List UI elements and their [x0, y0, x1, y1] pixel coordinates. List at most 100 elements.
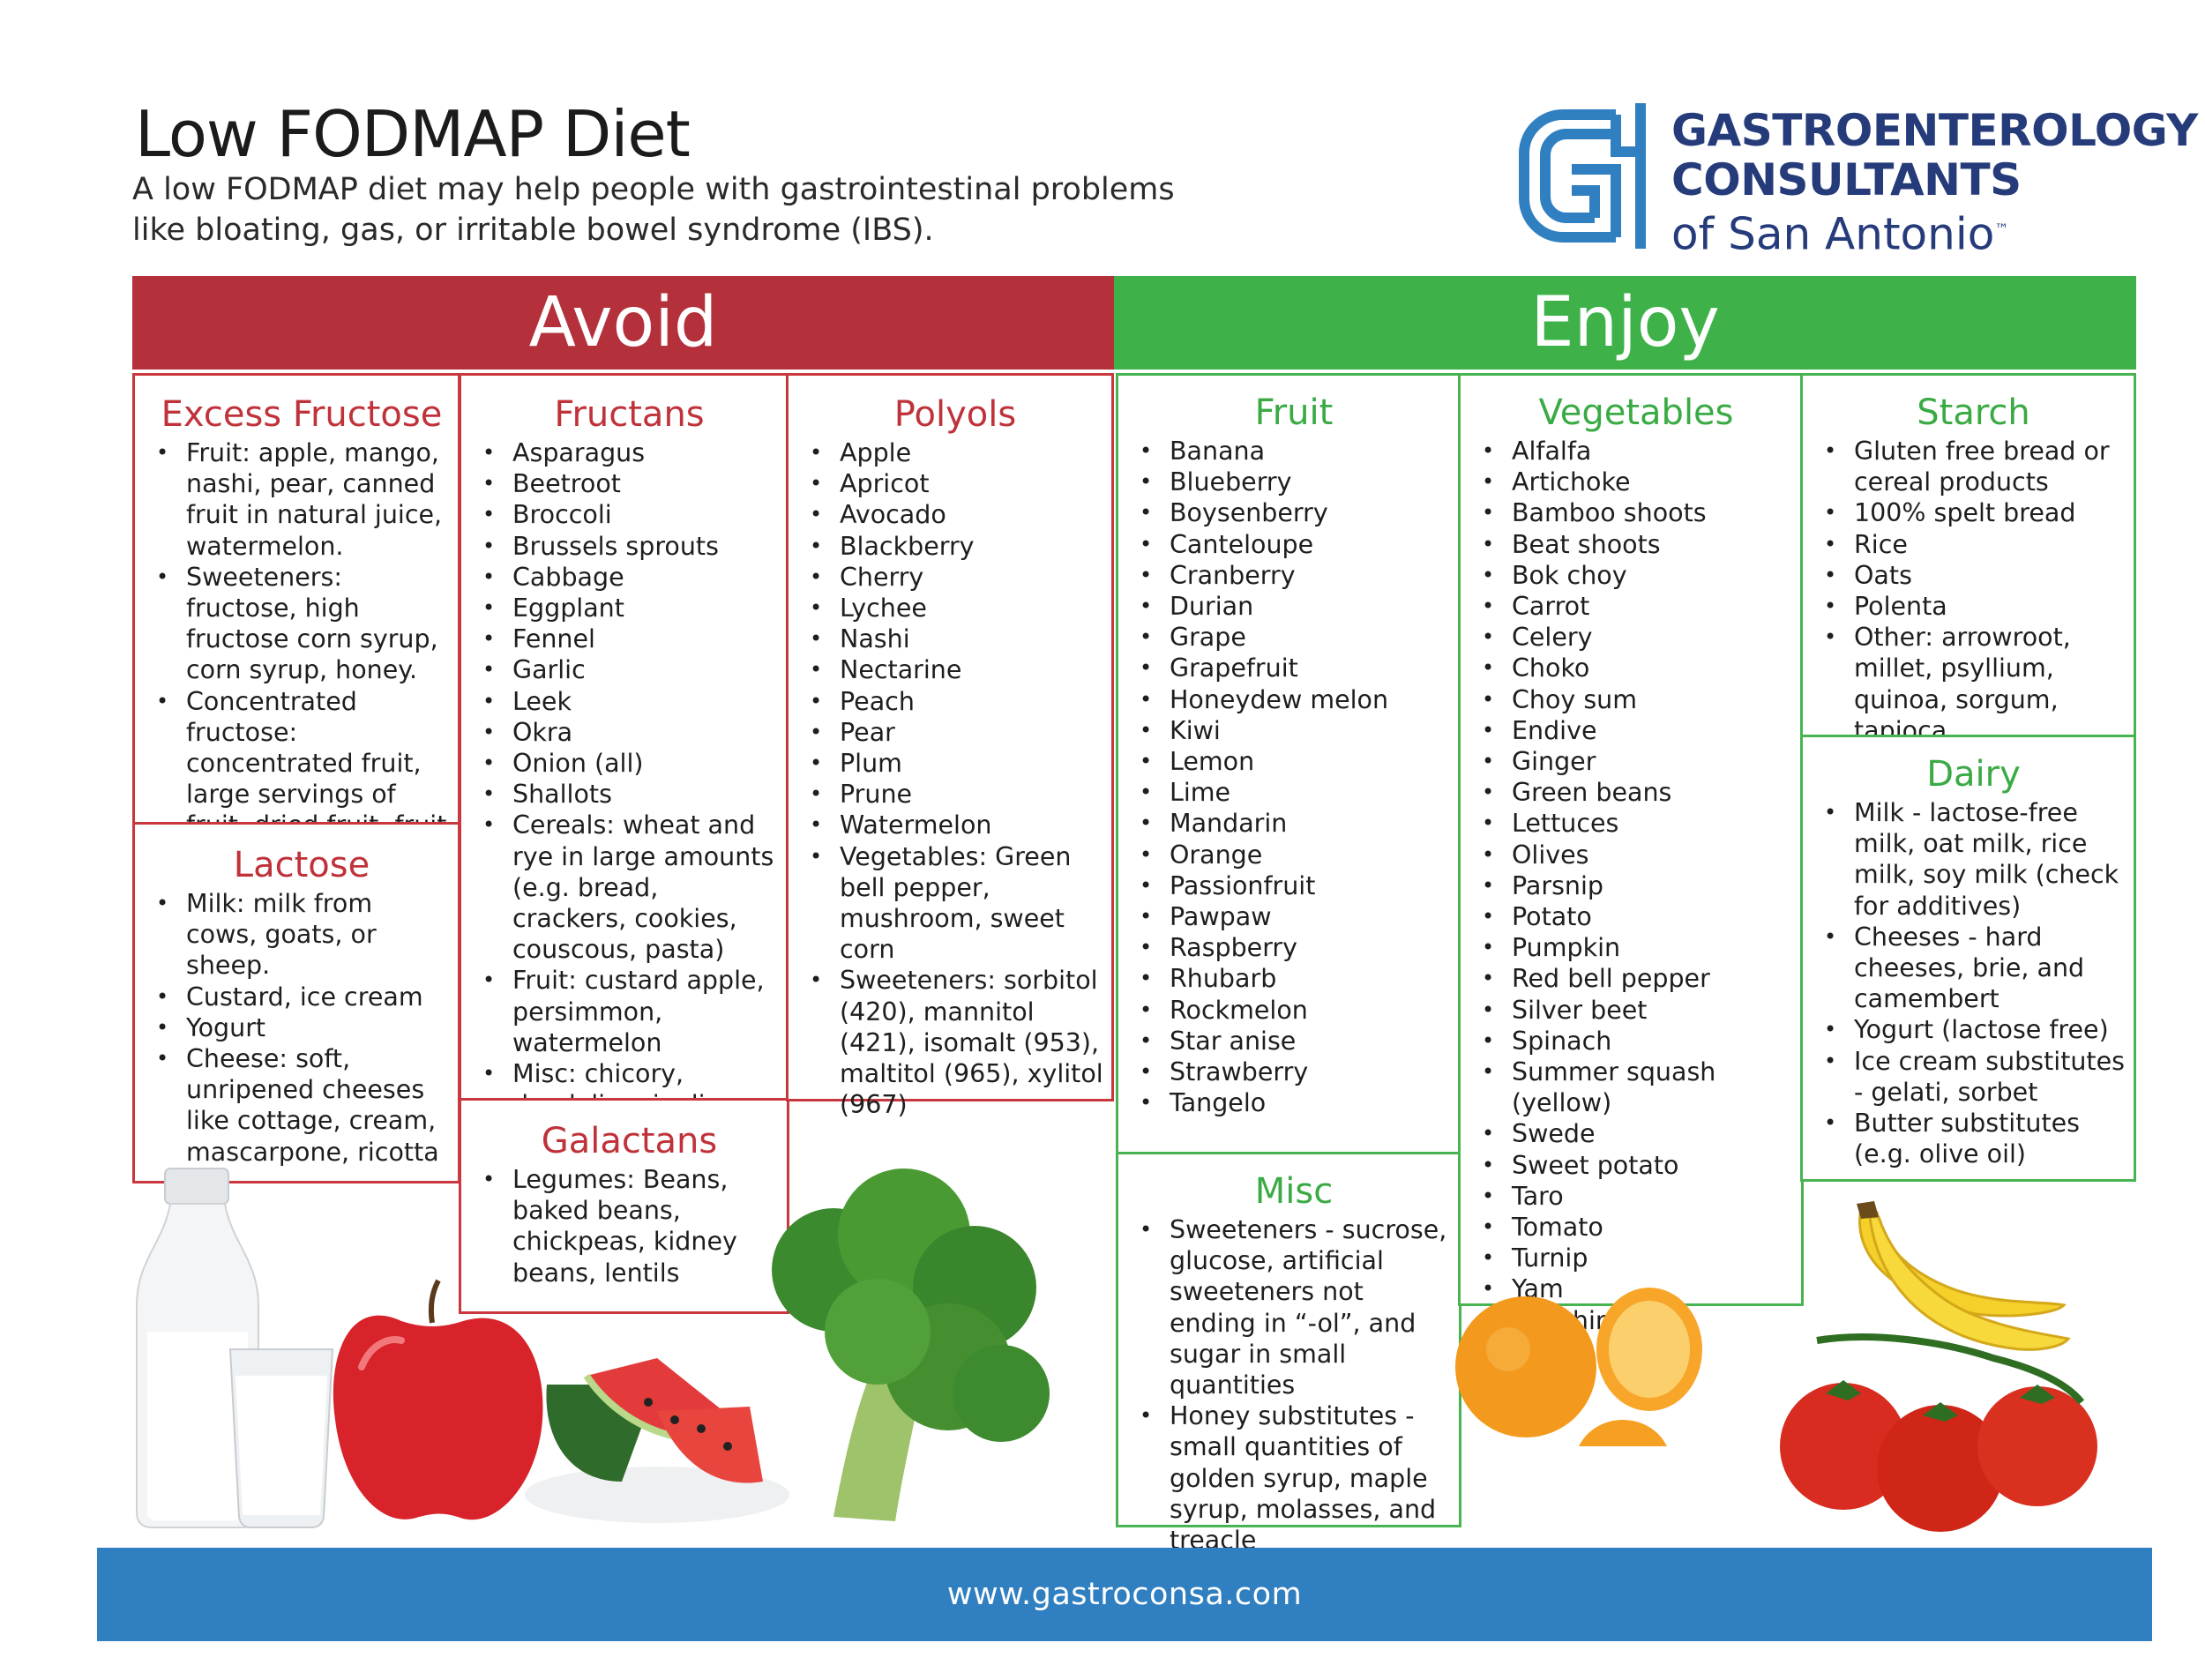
trademark-mark: ™: [1994, 220, 2009, 237]
logo-line: GASTROENTEROLOGY: [1671, 105, 2198, 156]
list-item: Milk - lactose-free milk, oat milk, rice…: [1824, 797, 2127, 922]
starch-panel: Starch Gluten free bread or cereal produ…: [1800, 373, 2136, 745]
apple-icon: [333, 1279, 543, 1520]
list-item: Garlic: [482, 654, 780, 685]
panel-title: Starch: [1917, 392, 2030, 433]
list-item: Rice: [1824, 529, 2127, 560]
list-item: Eggplant: [482, 593, 780, 623]
list-item: Boysenberry: [1140, 497, 1452, 528]
food-list: Milk - lactose-free milk, oat milk, rice…: [1820, 797, 2127, 1169]
list-item: Nashi: [810, 623, 1104, 654]
list-item: Apricot: [810, 468, 1104, 499]
list-item: Lychee: [810, 593, 1104, 623]
list-item: Swede: [1482, 1118, 1794, 1149]
list-item: Turnip: [1482, 1243, 1794, 1273]
list-item: Lemon: [1140, 746, 1452, 777]
list-item: Oats: [1824, 560, 2127, 591]
misc-panel: Misc Sweeteners - sucrose, glucose, arti…: [1116, 1152, 1461, 1555]
excess-fructose-panel: Excess Fructose Fruit: apple, mango, nas…: [132, 373, 460, 871]
list-item: Sweeteners: fructose, high fructose corn…: [156, 562, 451, 686]
list-item: Spinach: [1482, 1026, 1794, 1057]
food-list: Fruit: apple, mango, nashi, pear, canned…: [153, 437, 451, 872]
list-item: Gluten free bread or cereal products: [1824, 436, 2127, 497]
list-item: Onion (all): [482, 748, 780, 779]
list-item: Nectarine: [810, 654, 1104, 685]
list-item: Blueberry: [1140, 467, 1452, 497]
page-subtitle: A low FODMAP diet may help people with g…: [132, 169, 1235, 250]
food-list: Milk: milk from cows, goats, or sheep.Cu…: [153, 888, 451, 1168]
logo-line: of San Antonio™: [1671, 205, 2198, 259]
list-item: Summer squash (yellow): [1482, 1057, 1794, 1118]
website-link[interactable]: www.gastroconsa.com: [946, 1577, 1303, 1612]
list-item: Yogurt (lactose free): [1824, 1014, 2127, 1045]
list-item: Bamboo shoots: [1482, 497, 1794, 528]
list-item: Banana: [1140, 436, 1452, 467]
list-item: Bok choy: [1482, 560, 1794, 591]
list-item: Mandarin: [1140, 808, 1452, 839]
galactans-panel: Galactans Legumes: Beans, baked beans, c…: [459, 1098, 789, 1314]
panel-title: Galactans: [541, 1121, 718, 1161]
list-item: Grapefruit: [1140, 653, 1452, 683]
list-item: Tomato: [1482, 1212, 1794, 1243]
list-item: Taro: [1482, 1181, 1794, 1212]
food-list: AppleApricotAvocadoBlackberryCherryLyche…: [806, 437, 1104, 1120]
list-item: Silver beet: [1482, 995, 1794, 1026]
list-item: Celery: [1482, 622, 1794, 653]
list-item: Canteloupe: [1140, 529, 1452, 560]
vegetables-panel: Vegetables AlfalfaArtichokeBamboo shoots…: [1458, 373, 1804, 1336]
broccoli-icon: [772, 1169, 1050, 1521]
list-item: Rockmelon: [1140, 995, 1452, 1026]
list-item: Grape: [1140, 622, 1452, 653]
list-item: Kiwi: [1140, 715, 1452, 746]
panel-title: Polyols: [893, 394, 1017, 435]
list-item: Cherry: [810, 562, 1104, 593]
list-item: Fennel: [482, 623, 780, 654]
watermelon-icon: [525, 1358, 789, 1523]
list-item: Lime: [1140, 777, 1452, 808]
list-item: Okra: [482, 717, 780, 748]
list-item: Fruit: custard apple, persimmon, waterme…: [482, 965, 780, 1058]
logo-line: CONSULTANTS: [1671, 154, 2022, 205]
list-item: Other: arrowroot, millet, psyllium, quin…: [1824, 622, 2127, 746]
list-item: Tangelo: [1140, 1087, 1452, 1118]
milk-glass-icon: [228, 1348, 334, 1528]
food-illustration-enjoy: [1455, 1201, 2097, 1532]
list-item: Pear: [810, 717, 1104, 748]
list-item: Shallots: [482, 779, 780, 810]
list-item: Cheese: soft, unripened cheeses like cot…: [156, 1043, 451, 1168]
dairy-panel: Dairy Milk - lactose-free milk, oat milk…: [1800, 735, 2136, 1182]
orange-icon: [1455, 1288, 1702, 1446]
list-item: Ginger: [1482, 746, 1794, 777]
list-item: Watermelon: [810, 810, 1104, 840]
list-item: Beetroot: [482, 468, 780, 499]
list-item: Legumes: Beans, baked beans, chickpeas, …: [482, 1164, 780, 1288]
list-item: Rhubarb: [1140, 963, 1452, 994]
logo-wordmark: GASTROENTEROLOGY CONSULTANTS of San Anto…: [1671, 106, 2198, 259]
list-item: Green beans: [1482, 777, 1794, 808]
list-item: Sweeteners - sucrose, glucose, artificia…: [1140, 1214, 1452, 1400]
list-item: Choko: [1482, 653, 1794, 683]
list-item: Peach: [810, 686, 1104, 717]
banana-icon: [1857, 1201, 2071, 1351]
list-item: Endive: [1482, 715, 1794, 746]
list-item: Milk: milk from cows, goats, or sheep.: [156, 888, 451, 982]
food-list: Sweeteners - sucrose, glucose, artificia…: [1136, 1214, 1452, 1556]
list-item: Beat shoots: [1482, 529, 1794, 560]
list-item: Star anise: [1140, 1026, 1452, 1057]
list-item: Honeydew melon: [1140, 684, 1452, 715]
gastro-logo-icon: [1519, 103, 1646, 249]
food-list: AsparagusBeetrootBroccoliBrussels sprout…: [479, 437, 780, 1120]
list-item: Choy sum: [1482, 684, 1794, 715]
list-item: Leek: [482, 686, 780, 717]
enjoy-banner: Enjoy: [1114, 276, 2136, 370]
fruit-panel: Fruit BananaBlueberryBoysenberryCantelou…: [1116, 373, 1461, 1155]
list-item: Red bell pepper: [1482, 963, 1794, 994]
list-item: Yogurt: [156, 1012, 451, 1043]
milk-bottle-icon: [136, 1168, 259, 1528]
panel-title: Misc: [1254, 1171, 1334, 1212]
list-item: Artichoke: [1482, 467, 1794, 497]
list-item: Avocado: [810, 499, 1104, 530]
list-item: Asparagus: [482, 437, 780, 468]
panel-title: Vegetables: [1538, 392, 1734, 433]
food-illustration-avoid: [136, 1168, 1050, 1528]
